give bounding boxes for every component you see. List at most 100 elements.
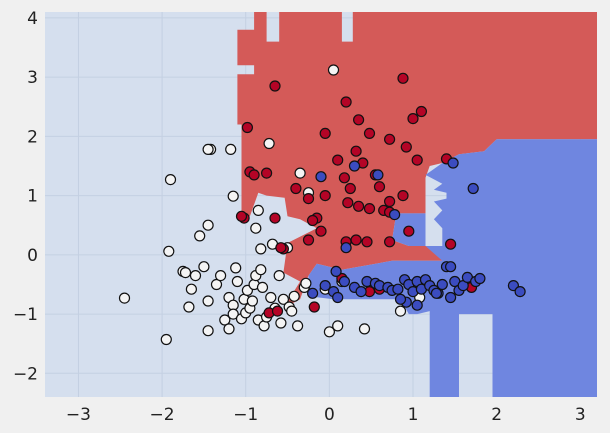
data-point-white [327, 64, 340, 76]
data-point-red [342, 197, 354, 209]
data-point-white [202, 143, 214, 155]
data-point-white [210, 278, 223, 291]
data-point-white [179, 267, 192, 279]
data-point-red [350, 145, 362, 157]
data-point-red [353, 114, 365, 126]
data-point-white [227, 190, 239, 202]
data-point-blue [389, 209, 401, 221]
data-point-red [384, 236, 396, 248]
data-point-white [265, 291, 277, 304]
data-point-white [225, 143, 237, 155]
data-point-white [255, 243, 267, 255]
y-tick-label: −1 [13, 305, 38, 325]
x-tick-label: 1 [408, 405, 419, 425]
data-point-red [397, 72, 409, 84]
data-point-white [300, 277, 312, 289]
data-point-blue [445, 261, 457, 273]
data-point-blue [307, 287, 319, 299]
data-point-red [338, 172, 350, 184]
data-point-red [384, 133, 396, 145]
y-tick-label: −2 [13, 364, 38, 384]
x-tick-label: 2 [491, 405, 502, 425]
data-point-white [277, 293, 289, 305]
data-point-blue [430, 287, 442, 299]
data-point-white [252, 204, 264, 216]
data-point-blue [348, 160, 361, 172]
data-point-red [269, 80, 281, 92]
data-point-white [230, 262, 242, 274]
data-point-red [363, 203, 376, 215]
data-point-red [290, 182, 302, 195]
plot-area [45, 12, 597, 398]
data-point-white [215, 270, 227, 282]
data-point-red [302, 234, 315, 246]
data-point-red [403, 225, 415, 237]
x-tick-label: −2 [150, 405, 175, 425]
data-point-red [397, 190, 409, 202]
data-point-blue [514, 286, 526, 298]
data-point-blue [392, 283, 404, 295]
data-point-red [302, 193, 315, 205]
data-point-white [256, 281, 269, 293]
data-point-white [231, 275, 243, 288]
data-point-blue [447, 157, 459, 169]
x-tick-label: 0 [324, 405, 335, 425]
data-point-white [255, 264, 267, 276]
data-point-white [185, 283, 197, 295]
data-point-white [189, 270, 202, 282]
data-point-white [160, 333, 172, 346]
data-point-red [235, 210, 248, 222]
data-point-red [261, 167, 273, 179]
data-point-blue [394, 293, 407, 305]
y-axis-ticks: −2 −1 0 1 2 3 4 [13, 9, 38, 384]
data-point-white [202, 325, 214, 337]
data-point-red [248, 169, 260, 181]
data-point-white [246, 295, 258, 307]
data-point-white [227, 308, 239, 320]
y-tick-label: 0 [27, 246, 38, 266]
data-point-white [183, 301, 195, 313]
data-point-white [263, 137, 275, 150]
data-point-red [407, 112, 419, 125]
data-point-white [332, 320, 344, 332]
data-point-red [269, 212, 281, 224]
data-point-white [394, 305, 407, 317]
data-points [118, 64, 526, 346]
x-tick-label: 3 [575, 405, 586, 425]
data-point-red [384, 195, 396, 208]
data-point-red [241, 121, 253, 134]
data-point-white [163, 245, 175, 257]
data-point-blue [330, 265, 342, 277]
data-point-white [275, 317, 287, 329]
data-point-blue [338, 275, 350, 288]
data-point-red [344, 182, 356, 195]
data-point-red [319, 190, 331, 202]
data-point-red [415, 105, 427, 118]
data-point-red [275, 242, 287, 254]
data-point-white [323, 326, 335, 338]
x-axis-ticks: −3 −2 −1 0 1 2 3 [66, 405, 586, 425]
data-point-red [445, 238, 457, 250]
y-tick-label: 1 [27, 187, 38, 207]
data-point-white [164, 174, 177, 186]
data-point-red [332, 154, 344, 166]
data-point-red [373, 181, 386, 193]
data-point-white [273, 270, 285, 282]
data-point-red [361, 236, 373, 248]
data-point-red [307, 214, 319, 227]
data-point-red [340, 96, 352, 108]
data-point-red [308, 301, 320, 313]
data-point-blue [355, 286, 367, 298]
data-point-blue [315, 171, 327, 183]
data-point-red [411, 154, 423, 166]
data-point-red [315, 225, 327, 237]
data-point-blue [474, 272, 486, 285]
data-point-white [118, 292, 131, 304]
y-tick-label: 4 [27, 9, 38, 29]
data-point-white [194, 230, 206, 242]
y-tick-label: 2 [27, 127, 38, 147]
data-point-red [363, 127, 376, 139]
data-point-white [223, 323, 235, 335]
data-point-blue [319, 280, 331, 292]
y-tick-label: 3 [27, 68, 38, 88]
